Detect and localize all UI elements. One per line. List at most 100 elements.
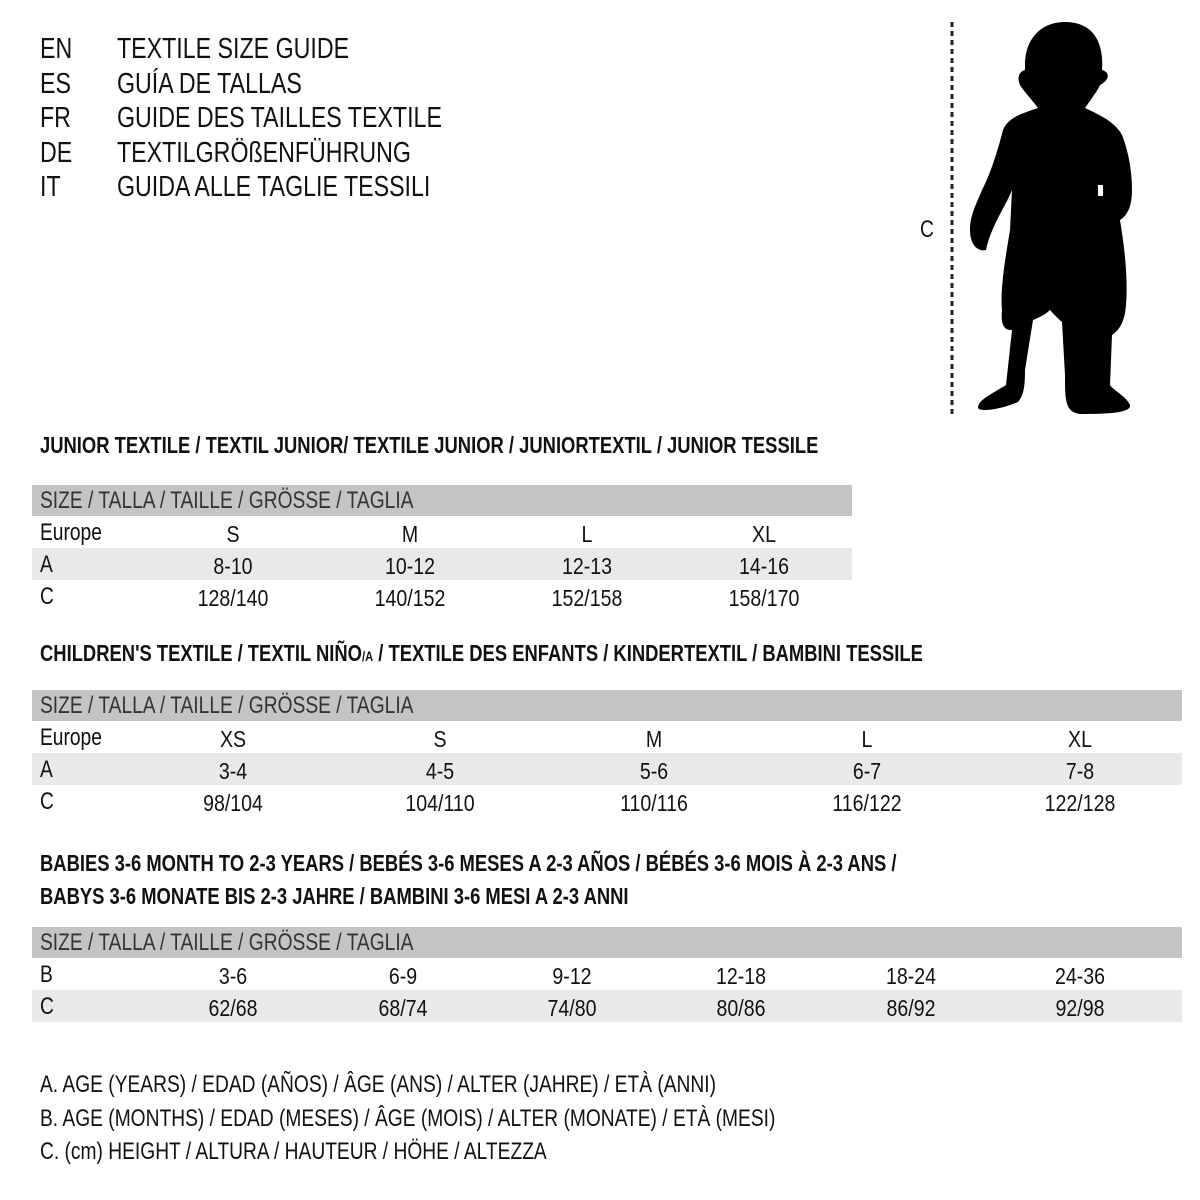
section-title-subscript: /A [361,648,374,664]
cell: 68/74 [378,995,428,1021]
cell: S [433,726,447,752]
table-header: SIZE / TALLA / TAILLE / GRÖSSE / TAGLIA [32,690,1182,721]
row-label: C [40,993,54,1020]
table-header: SIZE / TALLA / TAILLE / GRÖSSE / TAGLIA [32,485,852,516]
cell: 7-8 [1065,758,1095,784]
lang-code-en: EN [40,32,80,67]
cell: 86/92 [886,995,936,1021]
cell: 3-4 [218,758,248,784]
cell: 8-10 [213,553,253,579]
cell: 10-12 [384,553,436,579]
cell: 62/68 [208,995,258,1021]
cell: 80/86 [716,995,766,1021]
legend-text: C. (cm) HEIGHT / ALTURA / HAUTEUR / HÖHE… [40,1138,547,1165]
header-label: SIZE / TALLA / TAILLE / GRÖSSE / TAGLIA [40,692,414,719]
cell: XS [219,726,247,752]
babies-section-title-line1: BABIES 3-6 MONTH TO 2-3 YEARS / BEBÉS 3-… [40,850,1111,877]
lang-code: IT [40,171,61,203]
lang-code-es: ES [40,67,79,102]
header-label: SIZE / TALLA / TAILLE / GRÖSSE / TAGLIA [40,929,414,956]
cell: 92/98 [1055,995,1105,1021]
cell: L [861,726,873,752]
cell: 152/158 [551,585,623,611]
cell: S [226,521,240,547]
cell: 158/170 [728,585,800,611]
cell: 4-5 [425,758,455,784]
cell: 9-12 [552,963,592,989]
cell: 12-18 [715,963,767,989]
title-es: GUÍA DE TALLAS [117,67,348,102]
title-text: TEXTILE SIZE GUIDE [117,33,350,65]
silhouette-gap [1098,185,1103,196]
header-label: SIZE / TALLA / TAILLE / GRÖSSE / TAGLIA [40,487,414,514]
cell: M [645,726,663,752]
title-it: GUIDA ALLE TAGLIE TESSILI [117,170,509,205]
cell: 74/80 [547,995,597,1021]
cell: 104/110 [405,790,475,816]
table-row: C 128/140 140/152 152/158 158/170 [32,580,852,612]
legend-item-b: B. AGE (MONTHS) / EDAD (MESES) / ÂGE (MO… [40,1105,959,1133]
babies-section-title-line2: BABYS 3-6 MONATE BIS 2-3 JAHRE / BAMBINI… [40,883,776,910]
table-row: Europe XS S M L XL [32,721,1182,753]
section-title-text: BABYS 3-6 MONATE BIS 2-3 JAHRE / BAMBINI… [40,883,629,909]
cell: M [401,521,419,547]
lang-code: EN [40,33,73,65]
title-en: TEXTILE SIZE GUIDE [117,32,407,67]
title-text: GUIDA ALLE TAGLIE TESSILI [117,171,431,203]
title-text: GUIDE DES TAILLES TEXTILE [117,102,442,134]
cell: 6-7 [852,758,882,784]
row-label: C [40,583,54,610]
child-silhouette-figure [950,22,1132,414]
row-label: A [40,551,53,578]
legend-item-c: C. (cm) HEIGHT / ALTURA / HAUTEUR / HÖHE… [40,1138,673,1166]
section-title-text: JUNIOR TEXTILE / TEXTIL JUNIOR/ TEXTILE … [40,432,819,458]
row-label: Europe [40,519,102,546]
measure-label-text: C [920,216,934,243]
title-text: TEXTILGRÖßENFÜHRUNG [117,137,411,169]
legend-item-a: A. AGE (YEARS) / EDAD (AÑOS) / ÂGE (ANS)… [40,1071,885,1099]
cell: 12-13 [561,553,613,579]
lang-code: DE [40,137,73,169]
table-row: A 3-4 4-5 5-6 6-7 7-8 [32,753,1182,785]
cell: 140/152 [374,585,446,611]
lang-code-de: DE [40,136,80,171]
cell: 3-6 [218,963,248,989]
lang-code-fr: FR [40,101,79,136]
title-fr: GUIDE DES TAILLES TEXTILE [117,101,523,136]
row-label: Europe [40,724,102,751]
section-title-text: / TEXTILE DES ENFANTS / KINDERTEXTIL / B… [373,640,923,666]
legend-text: A. AGE (YEARS) / EDAD (AÑOS) / ÂGE (ANS)… [40,1071,717,1098]
cell: L [581,521,593,547]
legend-text: B. AGE (MONTHS) / EDAD (MESES) / ÂGE (MO… [40,1105,776,1132]
lang-code: ES [40,68,71,100]
cell: XL [752,521,776,547]
cell: 24-36 [1054,963,1106,989]
junior-section-title: JUNIOR TEXTILE / TEXTIL JUNIOR/ TEXTILE … [40,432,1013,459]
table-row: C 62/68 68/74 74/80 80/86 86/92 92/98 [32,990,1182,1022]
row-label: B [40,961,53,988]
cell: 116/122 [832,790,902,816]
cell: XL [1068,726,1092,752]
child-silhouette [970,22,1132,414]
height-measure-label: C [920,216,937,244]
title-text: GUÍA DE TALLAS [117,68,302,100]
table-header: SIZE / TALLA / TAILLE / GRÖSSE / TAGLIA [32,927,1182,958]
cell: 14-16 [738,553,790,579]
row-label: A [40,756,53,783]
cell: 5-6 [639,758,669,784]
children-size-table: SIZE / TALLA / TAILLE / GRÖSSE / TAGLIA … [32,690,1182,817]
row-label: C [40,788,54,815]
junior-size-table: SIZE / TALLA / TAILLE / GRÖSSE / TAGLIA … [32,485,852,612]
table-row: A 8-10 10-12 12-13 14-16 [32,548,852,580]
table-row: B 3-6 6-9 9-12 12-18 18-24 24-36 [32,958,1182,990]
table-row: Europe S M L XL [32,516,852,548]
cell: 6-9 [388,963,418,989]
children-section-title: CHILDREN'S TEXTILE / TEXTIL NIÑO/A / TEX… [40,640,1144,667]
lang-code: FR [40,102,71,134]
section-title-text: BABIES 3-6 MONTH TO 2-3 YEARS / BEBÉS 3-… [40,850,897,876]
title-de: TEXTILGRÖßENFÜHRUNG [117,136,484,171]
cell: 18-24 [885,963,937,989]
cell: 128/140 [197,585,269,611]
lang-code-it: IT [40,170,66,205]
section-title-text: CHILDREN'S TEXTILE / TEXTIL NIÑO [40,640,362,666]
